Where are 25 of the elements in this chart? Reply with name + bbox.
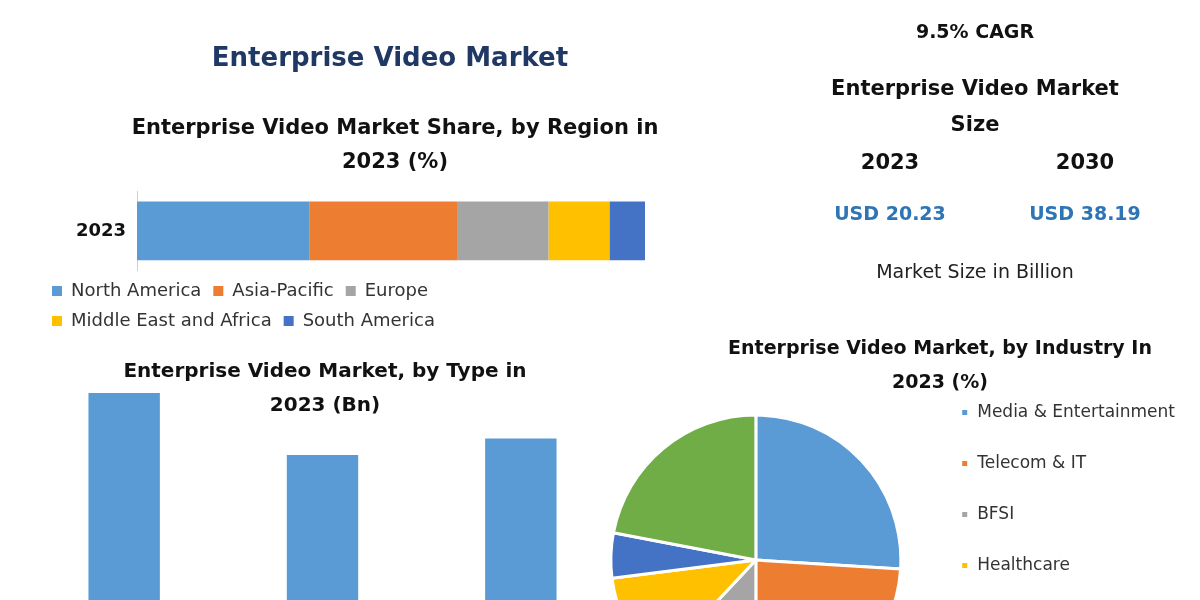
chart-subtitle: Enterprise Video Market Share, by Region in 2023 (%) [130, 114, 660, 175]
legend-label: Media & Entertainment [977, 400, 1176, 421]
text: 2030 [1054, 150, 1116, 174]
bar [457, 201, 549, 261]
text: Enterprise Video Market Size [830, 75, 1120, 138]
bar [609, 201, 645, 261]
legend-label: Telecom & IT [976, 451, 1087, 472]
text: USD 20.23 [833, 202, 947, 224]
text: 9.5% CAGR [914, 20, 1036, 42]
legend-label: South America [302, 308, 435, 330]
bar [137, 201, 310, 261]
legend-label: North America [71, 278, 202, 300]
legend-label: Europe [364, 278, 429, 300]
bar [548, 201, 610, 261]
legend-label: Middle East and Africa [71, 308, 272, 330]
text: Market Size in Billion [875, 260, 1075, 282]
bar [309, 201, 458, 261]
text: 2023 [859, 150, 921, 174]
chart-title: Enterprise Video Market, by Type in 2023 (Bn) [122, 357, 528, 418]
legend-label: BFSI [977, 502, 1015, 523]
chart-title: Enterprise Video Market [210, 42, 570, 72]
legend-label: Healthcare [977, 553, 1070, 574]
chart-title: Enterprise Video Market, by Industry In 2023 (%) [727, 335, 1153, 394]
legend-label: Asia-Pacific [232, 278, 334, 300]
text: USD 38.19 [1028, 202, 1142, 224]
